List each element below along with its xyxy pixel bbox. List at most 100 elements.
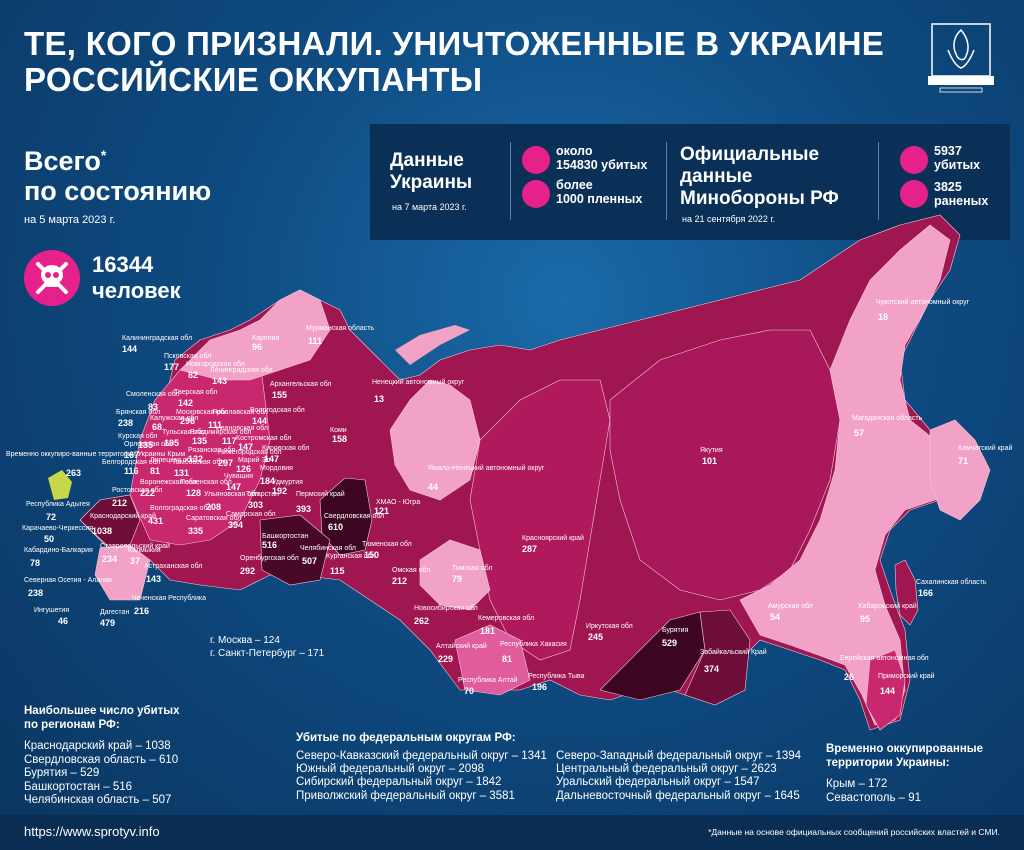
region-stavropol: Ставропольский край 234: [100, 542, 170, 564]
svg-text:Якутия: Якутия: [700, 447, 723, 454]
svg-text:393: 393: [296, 504, 311, 514]
svg-text:Ростовская обл: Ростовская обл: [112, 486, 162, 494]
svg-text:Новосибирская обл: Новосибирская обл: [414, 604, 478, 612]
svg-text:Челябинская обл: Челябинская обл: [300, 544, 356, 552]
list-item: Крым – 172: [826, 778, 888, 790]
svg-text:Смоленская обл: Смоленская обл: [126, 390, 179, 398]
footnote: *Данные на основе официальных сообщений …: [708, 827, 1000, 837]
region-arkhangelsk: Архангельская обл 155: [270, 380, 331, 400]
svg-text:83: 83: [148, 402, 158, 412]
svg-text:Брянская обл: Брянская обл: [116, 408, 160, 416]
svg-text:115: 115: [330, 566, 345, 576]
svg-text:Дагестан: Дагестан: [100, 609, 129, 616]
svg-text:Приморский край: Приморский край: [878, 672, 935, 680]
svg-text:208: 208: [206, 502, 221, 512]
svg-text:37: 37: [130, 556, 140, 566]
svg-text:196: 196: [532, 682, 547, 692]
yakutia-region: [609, 329, 841, 601]
region-tuva: Республика Тыва 196: [528, 672, 585, 692]
russia-data-heading: Официальные данные Минобороны РФ: [680, 144, 839, 210]
svg-text:121: 121: [374, 506, 389, 516]
svg-text:135: 135: [138, 440, 153, 450]
svg-text:96: 96: [252, 342, 262, 352]
svg-text:Камчатский край: Камчатский край: [958, 444, 1012, 452]
top-regions-heading-line1: Наибольшее число убитых: [24, 705, 180, 717]
svg-text:Волгоградская обл: Волгоградская обл: [150, 504, 211, 512]
svg-text:479: 479: [100, 618, 115, 628]
list-item: Дальневосточный федеральный округ – 1645: [556, 789, 800, 802]
svg-text:147: 147: [238, 442, 253, 452]
list-item: Башкортостан – 516: [24, 780, 133, 793]
svg-text:ХМАО - Югра: ХМАО - Югра: [376, 499, 420, 506]
svg-text:Ярославская обл: Ярославская обл: [212, 408, 268, 416]
svg-text:Нижегородская обл: Нижегородская обл: [218, 448, 282, 456]
svg-text:Пермский край: Пермский край: [296, 490, 345, 498]
svg-text:Белгородская обл: Белгородская обл: [102, 458, 160, 466]
svg-text:Ленинградская обл: Ленинградская обл: [210, 366, 273, 374]
svg-text:234: 234: [102, 554, 117, 564]
region-kurgan: Курганская обл 115: [326, 552, 376, 576]
svg-text:Оренбургская обл: Оренбургская обл: [240, 554, 299, 562]
ukraine-killed-line1: около: [556, 144, 593, 158]
region-labels: Калининградская обл 144 Мурманская област…: [6, 298, 1012, 696]
svg-text:297: 297: [218, 458, 233, 468]
svg-text:Псковская обл: Псковская обл: [164, 352, 211, 360]
region-rostov: Ростовская обл 212: [112, 486, 162, 508]
region-samara: Самарская обл 394: [226, 510, 276, 530]
region-chuvashia: Чувашия 147: [224, 473, 253, 492]
russia-heading-line1: Официальные: [680, 144, 820, 165]
svg-text:238: 238: [118, 418, 133, 428]
region-voronezh: Воронежская обл 222: [140, 478, 197, 498]
ukraine-captured-line2: 1000 пленных: [556, 192, 643, 206]
title-line1: ТЕ, КОГО ПРИЗНАЛИ. УНИЧТОЖЕННЫЕ В УКРАИН…: [24, 25, 885, 62]
svg-text:296: 296: [180, 416, 195, 426]
region-khakassia: Республика Хакасия 81: [500, 640, 567, 664]
site-link[interactable]: https://www.sprotyv.info: [24, 824, 160, 839]
region-murmansk: Мурманская область 111: [306, 324, 374, 346]
region-sverdlovsk: Свердловская обл 610: [324, 512, 384, 532]
svg-text:143: 143: [146, 574, 161, 584]
divider: [666, 142, 667, 220]
region-ulyanovsk: Ульяновская обл 208: [204, 490, 259, 512]
svg-text:Татарстан: Татарстан: [246, 491, 279, 498]
zabaykalsky-region: [684, 609, 751, 706]
russia-heading-line3: Минобороны РФ: [680, 188, 839, 209]
south-siberia-region: [454, 624, 531, 696]
svg-text:Ставропольский край: Ставропольский край: [100, 542, 170, 550]
region-leningrad: Ленинградская обл 143: [210, 366, 273, 386]
svg-text:158: 158: [332, 434, 347, 444]
svg-text:57: 57: [854, 428, 864, 438]
region-kaliningrad: Калининградская обл 144: [122, 334, 192, 354]
region-omsk: Омская обл 212: [392, 566, 430, 586]
svg-text:Курская обл: Курская обл: [118, 432, 157, 440]
region-altai-krai: Алтайский край 229: [436, 642, 487, 664]
region-tambov: Тамбовская обл 131: [172, 458, 224, 478]
svg-text:Московская обл: Московская обл: [176, 408, 228, 416]
list-item: Бурятия – 529: [24, 767, 100, 779]
svg-text:117: 117: [222, 436, 237, 446]
svg-text:184: 184: [260, 476, 275, 486]
capitals-list: г. Москва – 124 г. Санкт-Петербург – 171: [210, 634, 324, 660]
svg-text:229: 229: [438, 654, 453, 664]
region-yakutia: Якутия 101: [700, 447, 723, 466]
svg-text:70: 70: [464, 686, 474, 696]
svg-text:79: 79: [452, 574, 462, 584]
svg-text:Архангельская обл: Архангельская обл: [270, 380, 331, 388]
svg-text:516: 516: [262, 540, 277, 550]
region-altai-rep: Республика Алтай 70: [458, 676, 518, 696]
region-jewish: Еврейская автономная обл 26: [840, 654, 929, 682]
region-pskov: Псковская обл 177: [164, 352, 211, 372]
svg-text:142: 142: [178, 398, 193, 408]
svg-text:78: 78: [30, 558, 40, 568]
sprotyv-logo: [928, 23, 994, 93]
region-lipetsk: Липецкая обл 81: [150, 456, 195, 476]
russia-wounded-line2: раненых: [934, 194, 989, 208]
list-item: Северо-Западный федеральный округ – 1394: [556, 750, 802, 762]
svg-text:Иркутская обл: Иркутская обл: [586, 622, 633, 630]
region-amur: Амурская обл 54: [768, 602, 813, 622]
